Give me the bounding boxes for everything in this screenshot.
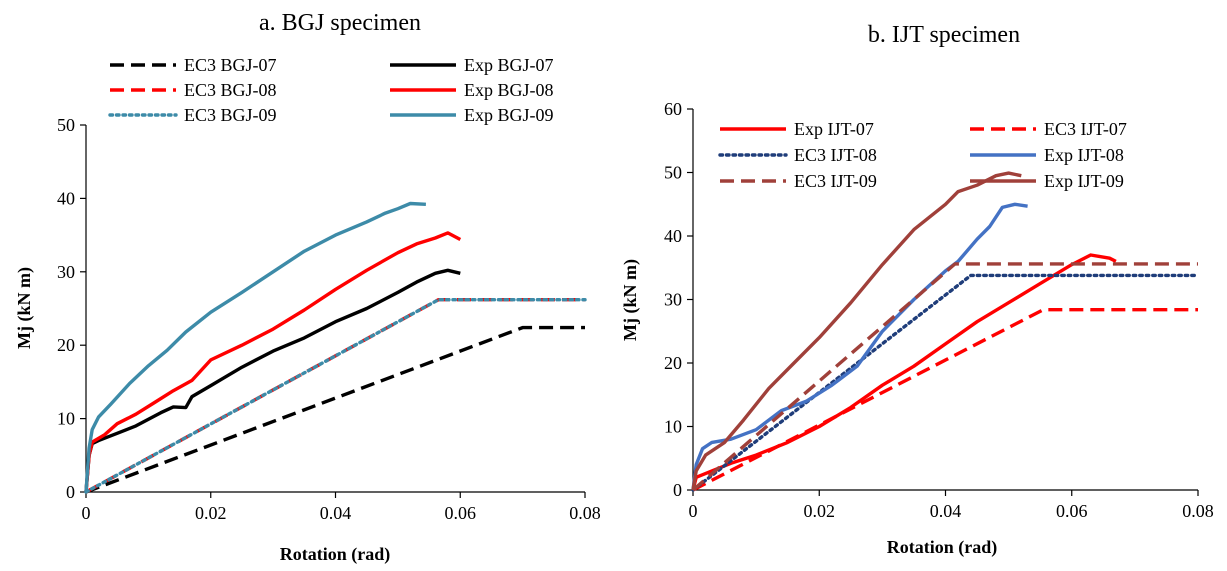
legend-bgj: EC3 BGJ-07 Exp BGJ-07 EC3 BGJ-08 Exp BGJ-08…: [108, 55, 554, 125]
chart-title-bgj: a. BGJ specimen: [259, 10, 421, 36]
y-axis-label-bgj: Mj (kN m): [14, 267, 35, 349]
x-tick-label: 0.06: [445, 503, 477, 523]
series-line-ec3-bgj-07: [85, 325, 585, 494]
x-tick-label: 0: [82, 503, 91, 523]
chart-panel-bgj: a. BGJ specimen Rotation (rad) Mj (kN m)…: [14, 10, 601, 565]
chart-panel-ijt: b. IJT specimen Rotation (rad) Mj (kN m)…: [620, 22, 1214, 558]
y-axis-label-ijt: Mj (kN m): [620, 259, 641, 341]
y-tick-label: 50: [664, 163, 682, 183]
legend-label: EC3 IJT-09: [794, 171, 877, 191]
series-line-exp-bgj-09: [84, 201, 426, 493]
series-line-exp-ijt-07: [691, 253, 1117, 491]
x-tick-label: 0.04: [930, 501, 962, 521]
legend-label: EC3 IJT-07: [1044, 119, 1127, 139]
legend-label: Exp IJT-08: [1044, 145, 1124, 165]
series-line-exp-bgj-08: [84, 231, 462, 493]
x-tick-label: 0.08: [569, 503, 601, 523]
x-tick-label: 0: [689, 501, 698, 521]
y-tick-label: 10: [664, 417, 682, 437]
series-line-ec3-ijt-08: [691, 273, 1200, 492]
y-tick-label: 0: [66, 482, 75, 502]
y-tick-label: 30: [664, 290, 682, 310]
x-tick-label: 0.02: [804, 501, 836, 521]
y-tick-label: 20: [664, 353, 682, 373]
x-axis-label-ijt: Rotation (rad): [887, 537, 998, 558]
y-tick-label: 40: [57, 188, 75, 208]
legend-label: EC3 IJT-08: [794, 145, 877, 165]
y-tick-label: 60: [664, 99, 682, 119]
series-line-exp-bgj-07: [84, 268, 461, 493]
x-tick-label: 0.06: [1056, 501, 1088, 521]
series-line-ec3-bgj-09: [84, 298, 587, 494]
legend-ijt: Exp IJT-07 EC3 IJT-07 EC3 IJT-08 Exp IJT-08…: [718, 119, 1127, 191]
series-line-ec3-ijt-07: [692, 308, 1198, 492]
y-tick-label: 20: [57, 335, 75, 355]
x-tick-label: 0.08: [1182, 501, 1214, 521]
x-axis-label-bgj: Rotation (rad): [280, 544, 391, 565]
legend-label: Exp IJT-07: [794, 119, 874, 139]
y-tick-label: 50: [57, 115, 75, 135]
y-tick-label: 0: [673, 480, 682, 500]
y-tick-label: 40: [664, 226, 682, 246]
chart-title-ijt: b. IJT specimen: [868, 22, 1020, 48]
y-tick-label: 30: [57, 262, 75, 282]
series-line-exp-ijt-09: [691, 171, 1022, 491]
y-tick-label: 10: [57, 409, 75, 429]
series-line-exp-ijt-08: [691, 202, 1028, 491]
x-tick-label: 0.02: [195, 503, 227, 523]
x-tick-label: 0.04: [320, 503, 352, 523]
legend-label: Exp BGJ-09: [464, 105, 554, 125]
legend-label: EC3 BGJ-09: [184, 105, 277, 125]
series-line-ec3-ijt-09: [691, 262, 1198, 492]
legend-label: EC3 BGJ-07: [184, 55, 277, 75]
series-line-ec3-bgj-08: [85, 298, 585, 494]
legend-label: Exp BGJ-07: [464, 55, 554, 75]
legend-label: Exp BGJ-08: [464, 80, 554, 100]
legend-label: Exp IJT-09: [1044, 171, 1124, 191]
legend-label: EC3 BGJ-08: [184, 80, 277, 100]
